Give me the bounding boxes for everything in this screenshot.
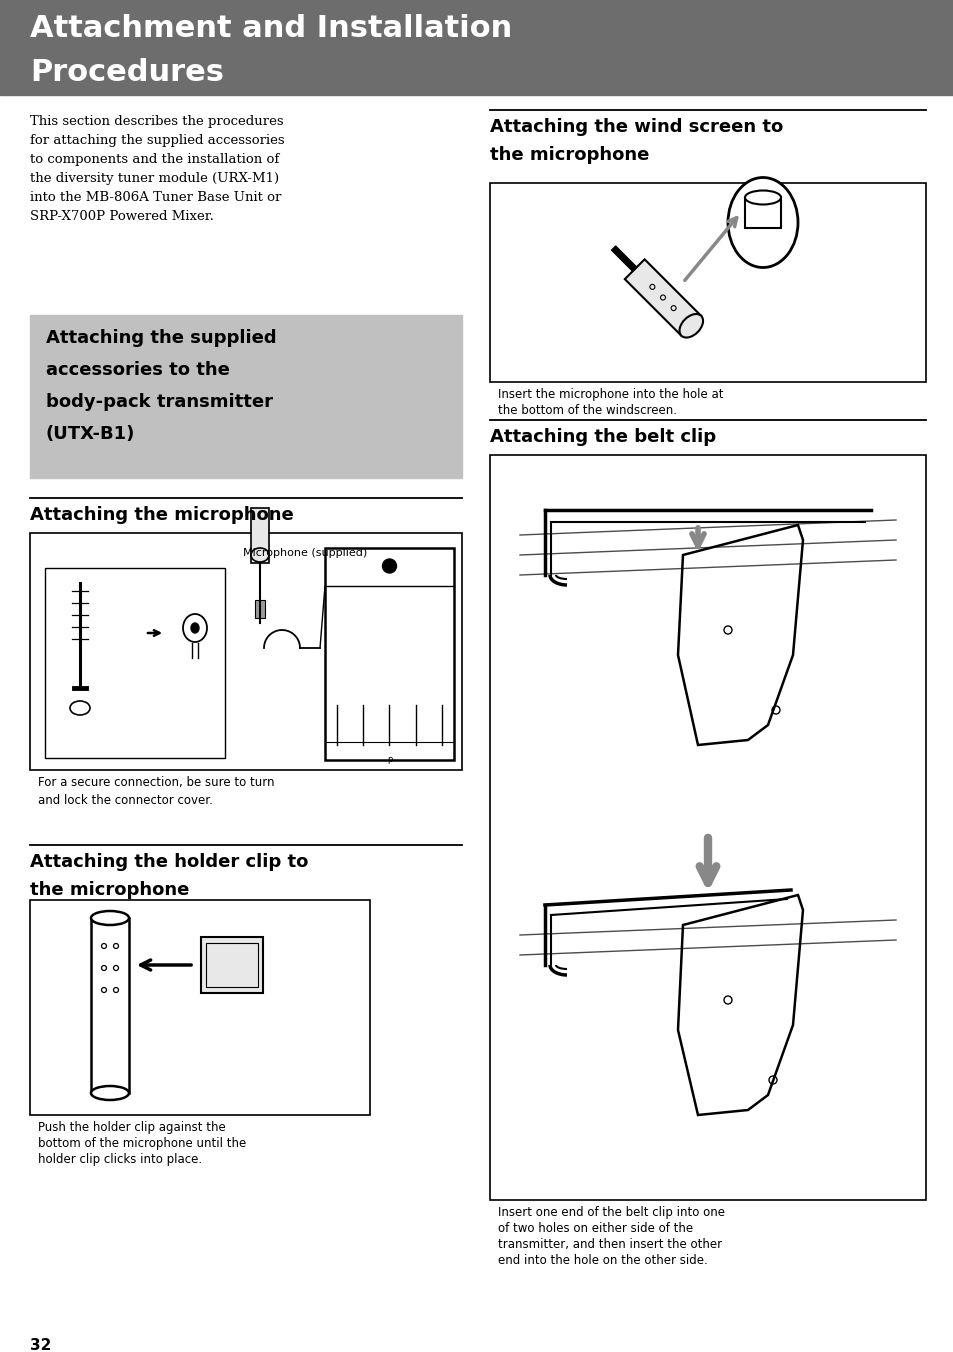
Bar [30,900,370,1115]
Text: Attaching the belt clip: Attaching the belt clip [490,429,716,446]
Bar [30,533,461,771]
Text: p: p [386,754,392,764]
Polygon shape [678,525,802,745]
Bar [30,315,461,479]
Text: Attaching the wind screen to: Attaching the wind screen to [490,118,782,137]
Ellipse shape [251,548,269,562]
Text: transmitter, and then insert the other: transmitter, and then insert the other [497,1238,721,1251]
Bar [45,568,225,758]
Text: the bottom of the windscreen.: the bottom of the windscreen. [497,404,677,416]
Text: For a secure connection, be sure to turn
and lock the connector cover.: For a secure connection, be sure to turn… [38,776,274,807]
Text: holder clip clicks into place.: holder clip clicks into place. [38,1153,202,1165]
Text: Attaching the holder clip to: Attaching the holder clip to [30,853,308,871]
Text: Attachment and Installation: Attachment and Installation [30,14,512,43]
Text: Insert one end of the belt clip into one: Insert one end of the belt clip into one [497,1206,724,1220]
Text: end into the hole on the other side.: end into the hole on the other side. [497,1255,707,1267]
Ellipse shape [727,177,797,268]
Text: Attaching the supplied: Attaching the supplied [46,329,276,347]
Text: Microphone (supplied): Microphone (supplied) [243,548,367,558]
Bar [490,183,925,383]
Bar [490,456,925,1201]
Ellipse shape [91,911,129,925]
Text: of two holes on either side of the: of two holes on either side of the [497,1222,693,1234]
Text: body-pack transmitter: body-pack transmitter [46,393,273,411]
Ellipse shape [679,314,702,338]
Bar [611,246,637,272]
Text: (UTX-B1): (UTX-B1) [46,425,135,443]
Bar [325,548,454,760]
Text: Attaching the microphone: Attaching the microphone [30,506,294,525]
Bar [251,508,269,562]
Ellipse shape [70,700,90,715]
Text: This section describes the procedures
for attaching the supplied accessories
to : This section describes the procedures fo… [30,115,284,223]
Text: Push the holder clip against the: Push the holder clip against the [38,1121,226,1134]
Ellipse shape [191,623,199,633]
Text: 32: 32 [30,1338,51,1352]
Bar [91,918,129,1092]
Bar [0,0,953,95]
Ellipse shape [91,1086,129,1101]
Text: Insert the microphone into the hole at: Insert the microphone into the hole at [497,388,722,402]
Bar [201,937,263,992]
Text: accessories to the: accessories to the [46,361,230,379]
Text: bottom of the microphone until the: bottom of the microphone until the [38,1137,246,1151]
Ellipse shape [382,558,396,573]
Text: the microphone: the microphone [30,882,190,899]
Bar [624,260,700,335]
Text: Procedures: Procedures [30,58,224,87]
Text: the microphone: the microphone [490,146,649,164]
Polygon shape [678,895,802,1115]
Ellipse shape [744,191,781,204]
Bar [206,942,257,987]
Bar [254,600,265,618]
Bar [744,197,781,227]
